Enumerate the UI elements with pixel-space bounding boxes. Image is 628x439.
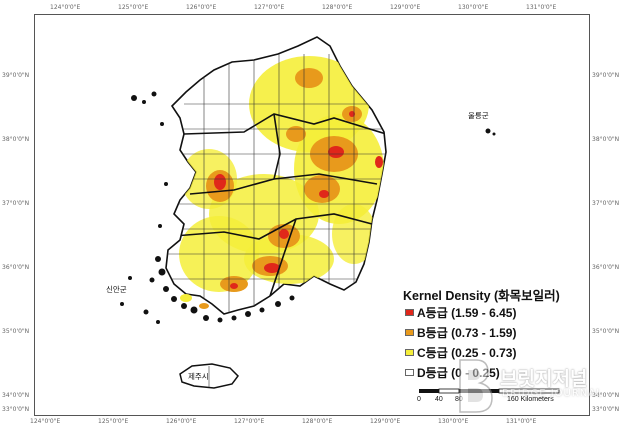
legend-swatch [405,308,414,316]
tick-label-bottom: 124°0'0"E [30,418,61,425]
tick-label-bottom: 130°0'0"E [438,418,469,425]
legend-item-c: C등급 (0.25 - 0.73) [405,343,516,361]
legend-swatch [405,348,414,356]
scale-tick: 80 [455,396,463,403]
legend-swatch [405,368,414,376]
legend-label: A등급 (1.59 - 6.45) [417,305,517,320]
tick-label-left: 38°0'0"N [2,136,30,143]
legend-item-a: A등급 (1.59 - 6.45) [405,303,516,321]
bridge-journal-logo-icon [459,359,493,413]
sinan-label: 신안군 [106,284,127,294]
legend-title: Kernel Density (화목보일러) [403,289,560,303]
tick-label-right: 34°0'0"N [592,392,620,399]
district-boundaries [166,54,386,314]
islands [120,91,496,324]
ulleung-label: 울릉군 [468,111,489,120]
tick-label-right: 35°0'0"N [592,328,620,335]
tick-label-top: 128°0'0"E [322,4,353,11]
scale-tick: 40 [435,396,443,403]
scale-tick: 160 Kilometers [507,396,554,403]
tick-label-top: 130°0'0"E [458,4,489,11]
tick-label-right: 37°0'0"N [592,200,620,207]
legend-swatch [405,328,414,336]
province-boundaries [173,113,386,297]
tick-label-right: 33°0'0"N [592,406,620,413]
legend-label: C등급 (0.25 - 0.73) [417,345,517,360]
tick-label-bottom: 129°0'0"E [370,418,401,425]
korea-kernel-density-map: 제주시 신안군 울릉군 [106,36,496,389]
tick-label-bottom: 128°0'0"E [302,418,333,425]
tick-label-right: 38°0'0"N [592,136,620,143]
tick-label-top: 126°0'0"E [186,4,217,11]
watermark-subtext: BRIDGE JOURNAL [502,388,603,399]
tick-label-right: 39°0'0"N [592,72,620,79]
tick-label-left: 35°0'0"N [2,328,30,335]
tick-label-top: 124°0'0"E [50,4,81,11]
tick-label-right: 36°0'0"N [592,264,620,271]
tick-label-left: 33°0'0"N [2,406,30,413]
legend-item-b: B등급 (0.73 - 1.59) [405,323,516,341]
tick-label-top: 131°0'0"E [526,4,557,11]
tick-label-top: 125°0'0"E [118,4,149,11]
jeju-label: 제주시 [188,372,209,381]
tick-label-left: 39°0'0"N [2,72,30,79]
tick-label-left: 36°0'0"N [2,264,30,271]
tick-label-top: 129°0'0"E [390,4,421,11]
scale-tick: 0 [417,396,421,403]
legend-label: B등급 (0.73 - 1.59) [417,325,517,340]
tick-label-left: 34°0'0"N [2,392,30,399]
tick-label-top: 127°0'0"E [254,4,285,11]
watermark: 브릿지저널 BRIDGE JOURNAL [448,356,623,426]
watermark-text: 브릿지저널 [500,368,588,390]
tick-label-bottom: 126°0'0"E [166,418,197,425]
tick-label-bottom: 125°0'0"E [98,418,129,425]
island-density [180,294,209,309]
tick-label-bottom: 131°0'0"E [506,418,537,425]
tick-label-left: 37°0'0"N [2,200,30,207]
tick-label-bottom: 127°0'0"E [234,418,265,425]
